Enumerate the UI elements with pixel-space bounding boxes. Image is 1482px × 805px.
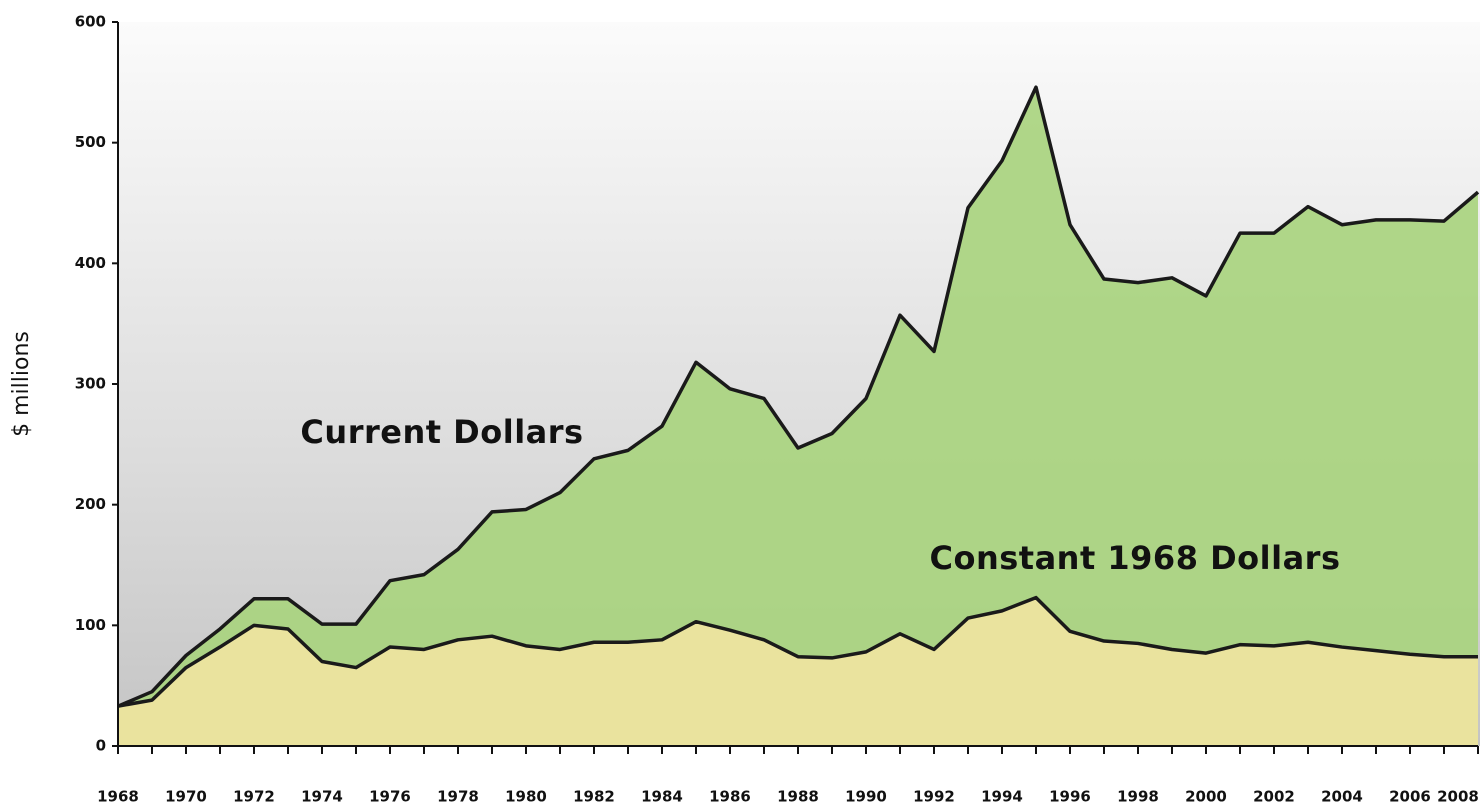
x-tick-label: 1970 xyxy=(165,788,207,805)
x-tick-label: 1976 xyxy=(369,788,411,805)
x-tick-label: 1984 xyxy=(641,788,683,805)
x-tick-label: 1988 xyxy=(777,788,819,805)
x-tick-label: 1980 xyxy=(505,788,547,805)
annotation: Constant 1968 Dollars xyxy=(929,539,1340,577)
annotation: Current Dollars xyxy=(300,413,583,451)
area xyxy=(118,597,1478,746)
y-axis-label: $ millions xyxy=(9,331,34,437)
x-tick-label: 1972 xyxy=(233,788,275,805)
line xyxy=(117,595,1478,708)
area xyxy=(118,87,1478,746)
y-tick-label: 600 xyxy=(75,13,106,31)
line xyxy=(117,85,1480,708)
x-tick-label: 1968 xyxy=(97,788,139,805)
x-tick-label: 2004 xyxy=(1321,788,1363,805)
x-tick-label: 1998 xyxy=(1117,788,1159,805)
x-tick-label: 1978 xyxy=(437,788,479,805)
y-tick-label: 100 xyxy=(75,616,106,634)
x-tick-label: 1996 xyxy=(1049,788,1091,805)
y-tick-label: 500 xyxy=(75,133,106,151)
x-tick-label: 1994 xyxy=(981,788,1023,805)
y-tick-label: 300 xyxy=(75,375,106,393)
y-tick-label: 200 xyxy=(75,495,106,513)
x-tick-label: 2008 xyxy=(1437,788,1479,805)
x-tick-label: 2006 xyxy=(1389,788,1431,805)
x-tick-label: 2000 xyxy=(1185,788,1227,805)
x-tick-label: 1990 xyxy=(845,788,887,805)
x-tick-label: 2002 xyxy=(1253,788,1295,805)
x-tick-label: 1992 xyxy=(913,788,955,805)
y-tick-label: 400 xyxy=(75,254,106,272)
x-tick-label: 1986 xyxy=(709,788,751,805)
y-tick-label: 0 xyxy=(96,737,106,755)
x-tick-label: 1982 xyxy=(573,788,615,805)
x-tick-label: 1974 xyxy=(301,788,343,805)
